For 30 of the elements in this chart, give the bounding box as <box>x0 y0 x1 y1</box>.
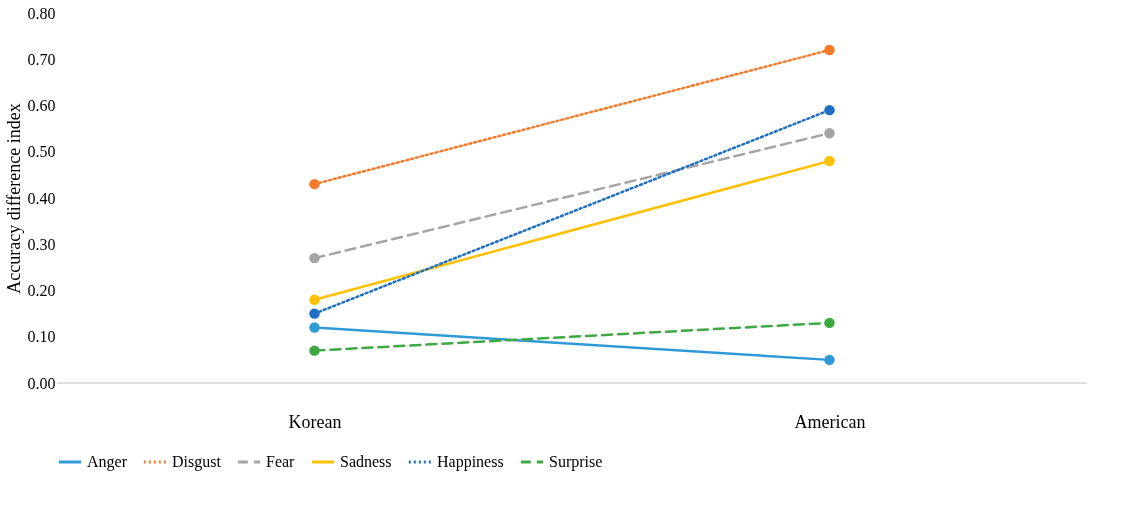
point <box>309 308 320 319</box>
point <box>824 155 835 167</box>
point <box>309 178 320 190</box>
y-tick-label: 0.30 <box>27 235 56 253</box>
point <box>824 317 835 329</box>
point <box>309 252 320 264</box>
y-tick-label: 0.00 <box>27 374 56 392</box>
point <box>309 322 320 333</box>
legend-label: Sadness <box>340 453 392 470</box>
legend-label: Anger <box>87 453 128 471</box>
point <box>309 345 320 356</box>
legend-label: Happiness <box>437 453 504 471</box>
point <box>824 44 835 56</box>
x-tick-label: Korean <box>288 411 342 432</box>
y-axis-title: Accuracy difference index <box>3 103 24 294</box>
legend-label: Disgust <box>172 453 222 471</box>
y-tick-label: 0.70 <box>27 50 56 68</box>
point <box>824 104 835 116</box>
x-tick-label: American <box>794 411 866 432</box>
y-tick-label: 0.10 <box>27 328 56 346</box>
y-tick-label: 0.20 <box>27 282 56 299</box>
y-tick-label: 0.60 <box>27 97 56 114</box>
point <box>824 354 835 366</box>
y-tick-label: 0.50 <box>27 143 56 161</box>
legend-label: Fear <box>266 453 296 470</box>
legend-label: Surprise <box>549 453 603 471</box>
point <box>824 128 835 139</box>
point <box>309 294 320 305</box>
y-tick-label: 0.80 <box>27 4 56 22</box>
y-tick-label: 0.40 <box>27 189 56 207</box>
